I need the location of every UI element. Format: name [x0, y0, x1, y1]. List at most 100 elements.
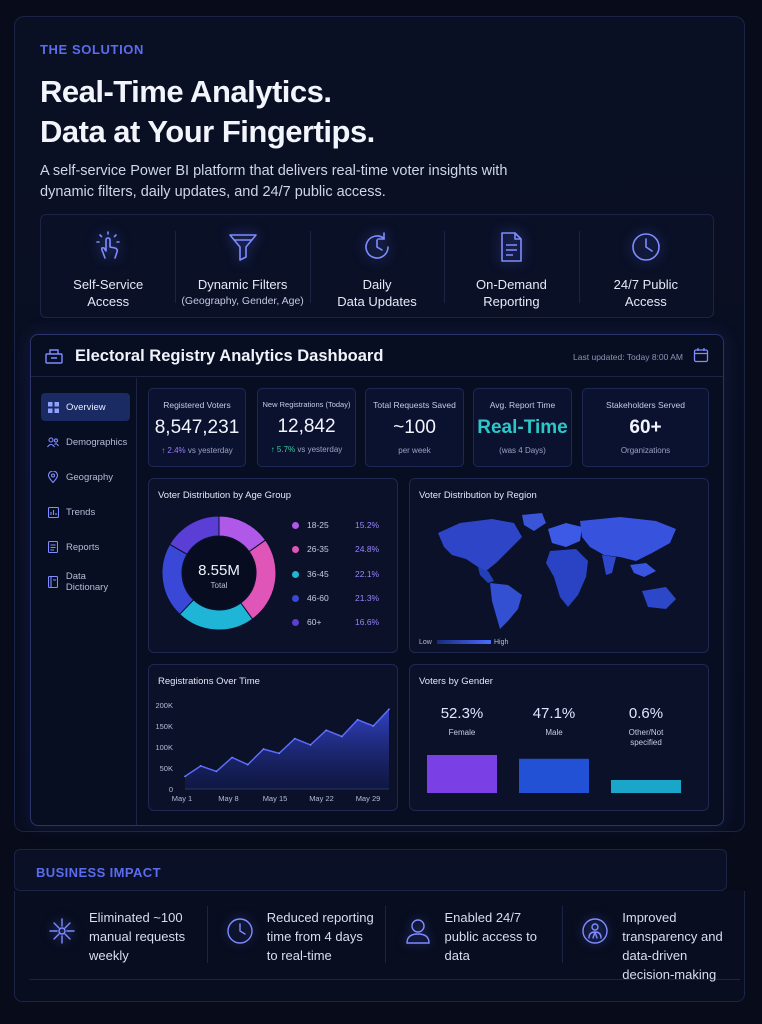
- area-point[interactable]: [309, 744, 312, 746]
- legend-label: 36-45: [307, 569, 329, 579]
- sidebar-item-label: Reports: [66, 541, 100, 553]
- sidebar-item-label: Overview: [66, 401, 106, 413]
- kpi-label: Registered Voters: [163, 400, 231, 410]
- map-region-asia[interactable]: [580, 517, 676, 561]
- sidebar-item-label: Demographics: [66, 436, 128, 448]
- legend-value: 24.8%: [355, 544, 380, 554]
- map-pin-icon: [47, 471, 59, 483]
- kpi-stakeholders: Stakeholders Served 60+ Organizations: [582, 388, 709, 467]
- ballot-box-icon: [45, 349, 63, 364]
- legend-value: 22.1%: [355, 569, 380, 579]
- funnel-icon: [225, 229, 261, 265]
- area-fill: [185, 709, 389, 789]
- section-eyebrow: THE SOLUTION: [40, 42, 144, 57]
- x-tick-label: May 29: [356, 794, 381, 803]
- gender-stat-label: Male: [545, 728, 563, 737]
- map-region-central-america[interactable]: [478, 567, 494, 583]
- legend-swatch: [292, 595, 299, 602]
- world-map: [438, 513, 676, 629]
- feature-daily-updates: Daily Data Updates: [309, 215, 444, 317]
- feature-dynamic-filters: Dynamic Filters (Geography, Gender, Age): [175, 215, 309, 317]
- area-point[interactable]: [372, 725, 375, 727]
- calendar-icon[interactable]: [693, 347, 709, 363]
- dashboard-title: Electoral Registry Analytics Dashboard: [75, 347, 384, 365]
- trend-chart-icon: [47, 506, 59, 518]
- clock-refresh-icon: [359, 229, 395, 265]
- impact-item: Reduced reporting time from 4 days to re…: [206, 892, 385, 979]
- map-legend-high: High: [494, 639, 509, 646]
- gender-bar-male[interactable]: [519, 758, 589, 793]
- business-impact-header: BUSINESS IMPACT: [14, 849, 727, 891]
- report-icon: [47, 541, 59, 553]
- card-title: Voters by Gender: [419, 676, 493, 687]
- hero-title: Real-Time Analytics. Data at Your Finger…: [40, 72, 375, 152]
- area-point[interactable]: [184, 775, 186, 778]
- gender-bar-other[interactable]: [611, 780, 681, 793]
- y-tick-label: 100K: [155, 743, 173, 752]
- impact-item: Eliminated ~100 manual requests weekly: [29, 892, 207, 979]
- map-region-africa[interactable]: [546, 549, 588, 607]
- gender-stat-value: 52.3%: [440, 705, 484, 722]
- hero-title-line-1: Real-Time Analytics.: [40, 74, 332, 109]
- feature-sublabel: Access: [624, 294, 667, 309]
- area-point[interactable]: [262, 748, 265, 750]
- feature-label: Dynamic Filters: [197, 277, 288, 292]
- area-point[interactable]: [246, 763, 249, 766]
- kpi-value: 8,547,231: [154, 417, 240, 438]
- impact-text: Enabled 24/7 public access to data: [444, 910, 538, 963]
- gender-stat-value: 0.6%: [628, 705, 664, 722]
- feature-public-access: 24/7 Public Access: [578, 215, 713, 317]
- sidebar-item-data-dictionary[interactable]: Data Dictionary: [41, 568, 130, 596]
- map-region-southeast-asia[interactable]: [630, 563, 656, 577]
- map-region-south-america[interactable]: [490, 583, 522, 629]
- dashboard-header: Electoral Registry Analytics Dashboard L…: [31, 335, 723, 377]
- kpi-sub: Organizations: [620, 446, 671, 455]
- area-point[interactable]: [341, 735, 343, 738]
- last-updated-text: Last updated: Today 8:00 AM: [573, 352, 683, 362]
- network-icon: [47, 916, 77, 946]
- area-point[interactable]: [215, 770, 218, 773]
- clock-icon: [225, 916, 255, 946]
- map-region-north-america[interactable]: [438, 519, 522, 571]
- sidebar-item-overview[interactable]: Overview: [41, 393, 130, 421]
- area-point[interactable]: [325, 729, 328, 731]
- map-region-australia[interactable]: [642, 587, 676, 609]
- area-point[interactable]: [199, 765, 202, 767]
- gender-bar-female[interactable]: [427, 755, 497, 793]
- feature-label: 24/7 Public: [613, 277, 678, 292]
- legend-label: 60+: [307, 617, 322, 627]
- area-point[interactable]: [278, 752, 280, 755]
- sidebar-item-demographics[interactable]: Demographics: [41, 428, 130, 456]
- feature-strip: Self-Service Access Dynamic Filters (Geogr…: [40, 214, 714, 318]
- area-point[interactable]: [294, 737, 296, 740]
- sidebar-item-trends[interactable]: Trends: [41, 498, 130, 526]
- book-icon: [47, 576, 59, 588]
- impact-text: Improved transparency and data-driven de…: [622, 910, 723, 982]
- sidebar-item-reports[interactable]: Reports: [41, 533, 130, 561]
- map-legend-low: Low: [419, 639, 432, 646]
- legend-item: 18-25 15.2%: [292, 520, 382, 532]
- kpi-value: ~100: [393, 417, 436, 438]
- kpi-report-time: Avg. Report Time Real-Time (was 4 Days): [473, 388, 572, 467]
- feature-label: Daily: [362, 277, 392, 292]
- registrations-area-chart: 0 50K 100K 150K 200K May 1 May 8 May 15 May 22 Ma…: [155, 701, 390, 803]
- area-point[interactable]: [231, 756, 233, 759]
- impact-text: Reduced reporting time from 4 days to re…: [266, 910, 374, 963]
- map-legend-gradient: [437, 640, 491, 644]
- donut-slice-60+[interactable]: [169, 515, 220, 556]
- up-arrow-icon: ↑: [161, 446, 166, 455]
- area-point[interactable]: [356, 718, 359, 721]
- gender-stat-female: 52.3% Female: [422, 705, 502, 738]
- kpi-sub: (was 4 Days): [499, 446, 546, 455]
- map-region-europe[interactable]: [548, 523, 582, 547]
- clock-icon: [628, 229, 664, 265]
- card-title: Voter Distribution by Age Group: [158, 490, 292, 501]
- sidebar-item-geography[interactable]: Geography: [41, 463, 130, 491]
- area-point[interactable]: [388, 708, 390, 710]
- map-region-greenland[interactable]: [522, 513, 546, 531]
- feature-sublabel: Data Updates: [337, 294, 417, 309]
- age-donut-chart: [161, 515, 277, 631]
- gender-card: Voters by Gender 52.3% Female 47.1% Male…: [409, 664, 709, 811]
- map-region-india[interactable]: [602, 555, 616, 575]
- legend-item: 36-45 22.1%: [292, 569, 382, 581]
